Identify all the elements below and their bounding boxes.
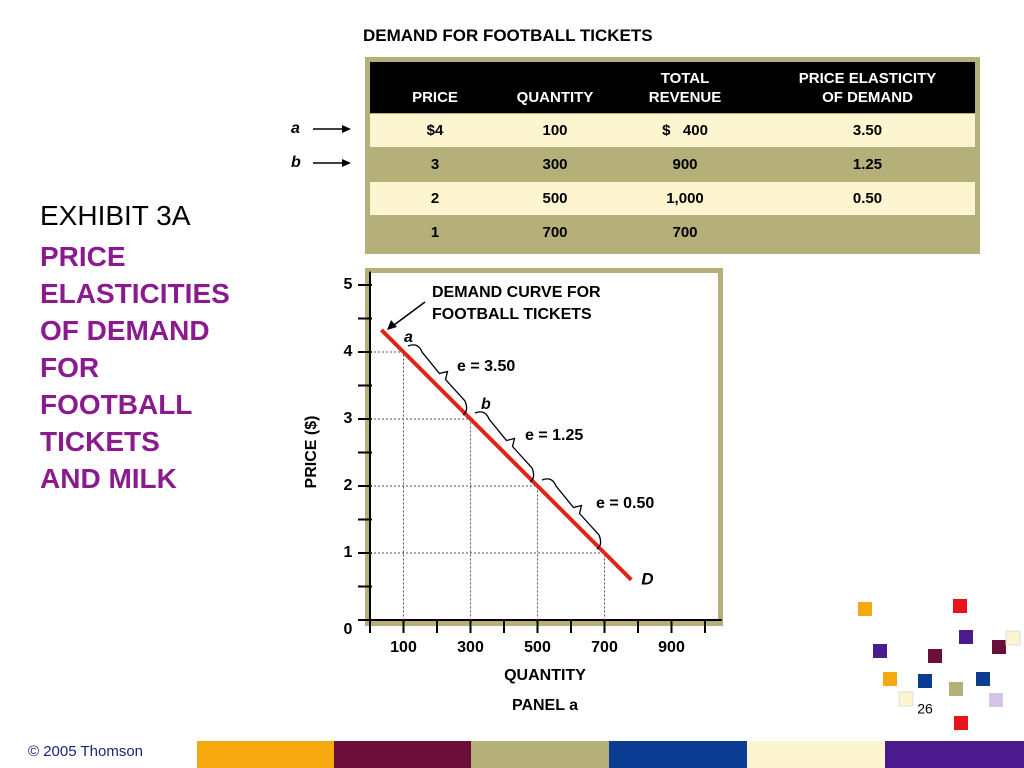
table-cell: 1,000 [610, 181, 760, 215]
annotation: e = 3.50 [457, 358, 515, 375]
brace [474, 411, 535, 483]
header-cell: TOTAL REVENUE [610, 62, 760, 113]
line-extension [603, 551, 633, 582]
table-cell: 100 [500, 113, 610, 147]
table-cell: 700 [500, 215, 610, 249]
x-tick-label: 900 [658, 639, 685, 656]
table-title: DEMAND FOR FOOTBALL TICKETS [363, 26, 653, 45]
annotation-arrowhead [387, 320, 397, 330]
table-cell: 300 [500, 147, 610, 181]
table-row: 3 300 900 1.25 [370, 147, 975, 181]
annotation: e = 1.25 [525, 427, 583, 444]
table-cell: 700 [610, 215, 760, 249]
row-marker: b [291, 154, 301, 171]
header-text: QUANTITY [516, 89, 594, 106]
table-frame: PRICE QUANTITY TOTAL REVENUE PRICE ELASTICIT… [365, 57, 980, 254]
table-cell: 500 [500, 181, 610, 215]
table-cell [760, 215, 975, 249]
table-row: $4 100 $ 400 3.50 [370, 113, 975, 147]
header-text: OF DEMAND [822, 89, 913, 106]
line-extension [379, 328, 405, 354]
heading: PRICE ELASTICITIES OF DEMAND FOR FOOTBALL TIC… [40, 238, 230, 497]
table-row: 1 700 700 [370, 215, 975, 249]
annotation: a [404, 329, 413, 346]
header-text: PRICE [412, 89, 458, 106]
y-tick-label: 3 [344, 410, 353, 427]
y-tick-label: 0 [344, 621, 353, 638]
marker-arrowhead [342, 125, 351, 133]
table-cell: $4 [370, 113, 500, 147]
header-text: REVENUE [648, 89, 722, 106]
header-cell: PRICE ELASTICITY OF DEMAND [760, 62, 975, 113]
footer: © 2005 Thomson [28, 743, 143, 760]
heading-line: ELASTICITIES [40, 278, 230, 309]
decoration [197, 599, 1024, 768]
table-cell: 1 [370, 215, 500, 249]
table-cell: 2 [370, 181, 500, 215]
header-cell: QUANTITY [500, 62, 610, 113]
y-axis-label: PRICE ($) [303, 416, 320, 489]
header-text: TOTAL [660, 70, 710, 87]
y-tick-label: 5 [344, 276, 353, 293]
series-label: D [641, 569, 653, 588]
y-tick-label: 4 [344, 343, 353, 360]
row-marker: a [291, 120, 300, 137]
exhibit-label: EXHIBIT 3A [40, 200, 191, 231]
row-markers: ab [291, 120, 351, 171]
plot-area [370, 273, 718, 621]
x-tick-label: 700 [591, 639, 618, 656]
header-cell: PRICE [370, 62, 500, 113]
table: PRICE QUANTITY TOTAL REVENUE PRICE ELASTICIT… [370, 62, 975, 249]
annotation: DEMAND CURVE FOR [432, 284, 601, 301]
heading-line: OF DEMAND [40, 315, 210, 346]
heading-line: PRICE [40, 241, 126, 272]
demand-line [402, 350, 606, 555]
table-cell: 3.50 [760, 113, 975, 147]
y-tick-label: 1 [344, 544, 353, 561]
table-row: 2 500 1,000 0.50 [370, 181, 975, 215]
table-cell: 0.50 [760, 181, 975, 215]
brace [541, 478, 602, 550]
header-row: PRICE QUANTITY TOTAL REVENUE PRICE ELASTICIT… [370, 62, 975, 113]
annotation: b [481, 396, 491, 413]
drop-line [370, 485, 538, 620]
annotation: FOOTBALL TICKETS [432, 306, 592, 323]
x-tick-label: 500 [524, 639, 551, 656]
table-cell: 3 [370, 147, 500, 181]
heading-line: TICKETS [40, 426, 160, 457]
marker-arrowhead [342, 159, 351, 167]
panel-label: PANEL a [512, 697, 578, 714]
table-cell: 900 [610, 147, 760, 181]
table-cell: $ 400 [610, 113, 760, 147]
plot: 0 1 2 3 4 5 100 300 500 700 900 QUANTITY PANEL a PRIC… [303, 271, 722, 714]
annotation-arrow [393, 301, 426, 326]
page-number: 26 [917, 701, 933, 717]
y-tick-label: 2 [344, 477, 353, 494]
x-tick-label: 300 [457, 639, 484, 656]
header-text: PRICE ELASTICITY [798, 70, 937, 87]
brace [407, 344, 468, 416]
table-cell: 1.25 [760, 147, 975, 181]
x-tick-label: 100 [390, 639, 417, 656]
heading-line: FOR [40, 352, 100, 383]
heading-line: AND MILK [40, 463, 177, 494]
annotation: e = 0.50 [596, 495, 654, 512]
x-axis-label: QUANTITY [504, 667, 586, 684]
heading-line: FOOTBALL [40, 389, 193, 420]
